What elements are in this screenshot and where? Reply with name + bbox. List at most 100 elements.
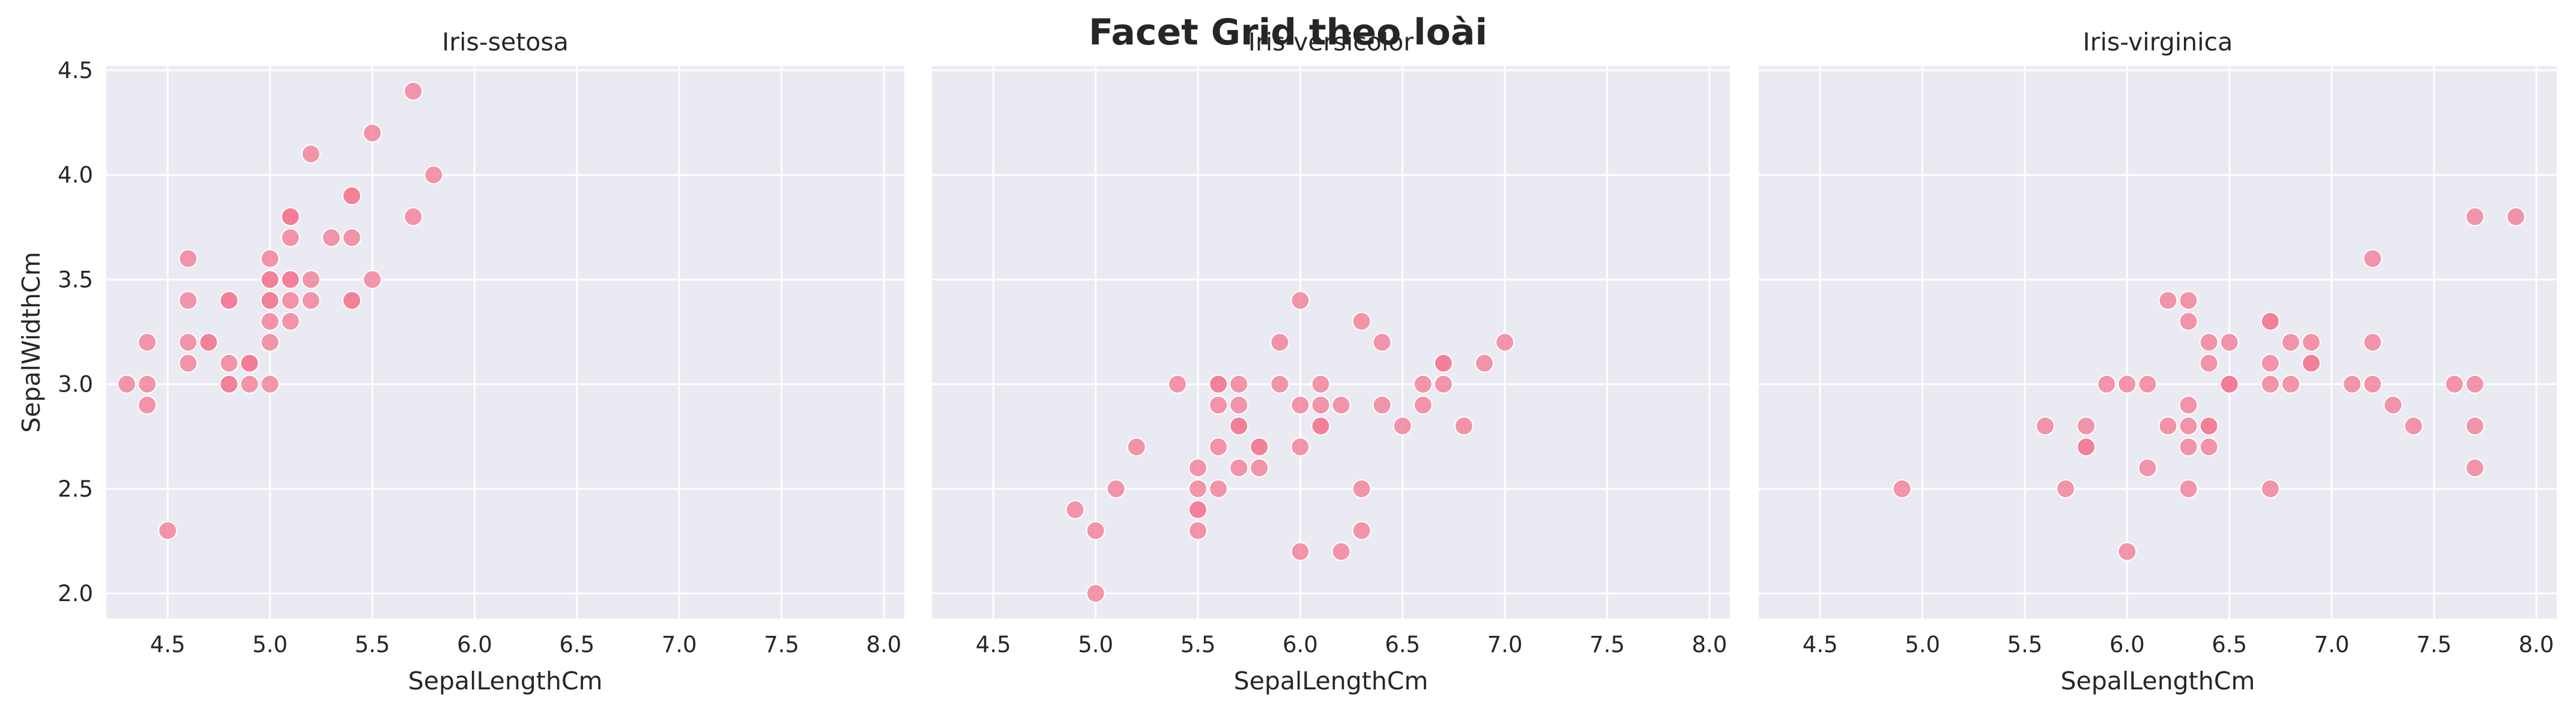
data-point — [2465, 458, 2485, 478]
data-point — [2465, 207, 2485, 226]
data-point — [178, 291, 198, 310]
data-point — [301, 144, 321, 164]
data-point — [178, 249, 198, 268]
data-point — [1188, 458, 1208, 478]
data-point — [2097, 374, 2117, 394]
data-point — [1229, 395, 1249, 415]
data-point — [424, 165, 444, 185]
x-tick-label: 5.5 — [355, 632, 390, 658]
figure-suptitle: Facet Grid theo loài — [1089, 11, 1487, 53]
facet-title: Iris-versicolor — [1248, 28, 1414, 56]
x-axis-label: SepalLengthCm — [408, 667, 603, 695]
data-point — [260, 333, 280, 352]
data-point — [1413, 374, 1433, 394]
data-point — [1188, 521, 1208, 540]
data-point — [301, 270, 321, 289]
data-point — [219, 374, 239, 394]
x-tick-label: 7.5 — [764, 632, 799, 658]
data-point — [2302, 333, 2321, 352]
data-point — [1229, 458, 1249, 478]
facet-panel-2: 4.5 5.0 5.5 6.0 6.5 7.0 7.5 8.0 SepalLengthCm Iri… — [932, 28, 1730, 695]
data-point — [260, 249, 280, 268]
panel-background — [106, 66, 904, 619]
data-point — [1352, 312, 1371, 331]
data-point — [2219, 333, 2239, 352]
data-point — [138, 333, 157, 352]
data-point — [1086, 521, 1105, 540]
x-tick-label: 4.5 — [150, 632, 186, 658]
x-tick-label: 8.0 — [1692, 632, 1728, 658]
data-point — [342, 228, 361, 247]
x-tick-label: 6.0 — [1283, 632, 1318, 658]
y-tick-label: 2.5 — [58, 476, 93, 502]
x-axis-label: SepalLengthCm — [1234, 667, 1429, 695]
data-point — [1229, 374, 1249, 394]
data-point — [321, 228, 341, 247]
data-point — [280, 207, 300, 226]
y-tick-label: 2.0 — [58, 581, 93, 607]
data-point — [2036, 416, 2055, 436]
data-point — [2138, 458, 2157, 478]
x-tick-label: 6.5 — [559, 632, 594, 658]
data-point — [240, 353, 259, 373]
data-point — [2404, 416, 2423, 436]
data-point — [2260, 374, 2280, 394]
data-point — [2219, 374, 2239, 394]
data-point — [2178, 479, 2198, 498]
data-point — [2281, 333, 2300, 352]
data-point — [260, 374, 280, 394]
data-point — [2138, 374, 2157, 394]
data-point — [1433, 353, 1453, 373]
data-point — [2199, 333, 2219, 352]
y-tick-label: 3.0 — [58, 372, 93, 398]
data-point — [260, 312, 280, 331]
data-point — [2383, 395, 2403, 415]
y-axis-label: SepalWidthCm — [17, 252, 46, 432]
data-point — [2342, 374, 2362, 394]
data-point — [1311, 416, 1331, 436]
data-point — [342, 291, 361, 310]
data-point — [2076, 416, 2096, 436]
data-point — [2363, 333, 2383, 352]
panel-background — [932, 66, 1730, 619]
data-point — [363, 270, 382, 289]
data-point — [1454, 416, 1474, 436]
data-point — [2260, 353, 2280, 373]
data-point — [240, 374, 259, 394]
data-point — [219, 291, 239, 310]
data-point — [1188, 500, 1208, 519]
data-point — [404, 81, 423, 101]
data-point — [117, 374, 137, 394]
x-axis-label: SepalLengthCm — [2061, 667, 2255, 695]
data-point — [2076, 437, 2096, 457]
data-point — [1352, 479, 1371, 498]
facet-panels: 4.5 5.0 5.5 6.0 6.5 7.0 7.5 8.0 2.0 2.5 3.0 3.5 4.0 4… — [17, 28, 2557, 695]
x-tick-label: 6.0 — [2109, 632, 2145, 658]
x-tick-label: 5.0 — [1078, 632, 1113, 658]
data-point — [2178, 416, 2198, 436]
data-point — [1126, 437, 1146, 457]
data-point — [2178, 312, 2198, 331]
facet-panel-1: 4.5 5.0 5.5 6.0 6.5 7.0 7.5 8.0 2.0 2.5 3.0 3.5 4.0 4… — [17, 28, 904, 695]
data-point — [1331, 542, 1351, 561]
data-point — [2281, 374, 2300, 394]
x-tick-label: 7.5 — [1589, 632, 1625, 658]
data-point — [1209, 479, 1229, 498]
data-point — [138, 395, 157, 415]
data-point — [2302, 353, 2321, 373]
x-tick-label: 6.5 — [2212, 632, 2247, 658]
data-point — [1290, 291, 1310, 310]
data-point — [2260, 312, 2280, 331]
data-point — [2465, 416, 2485, 436]
y-tick-label: 4.5 — [58, 58, 93, 83]
data-point — [1475, 353, 1495, 373]
data-point — [2363, 374, 2383, 394]
data-point — [2199, 353, 2219, 373]
data-point — [2117, 542, 2137, 561]
data-point — [2363, 249, 2383, 268]
x-tick-label: 7.0 — [1487, 632, 1523, 658]
data-point — [1209, 437, 1229, 457]
data-point — [1106, 479, 1126, 498]
data-point — [404, 207, 423, 226]
